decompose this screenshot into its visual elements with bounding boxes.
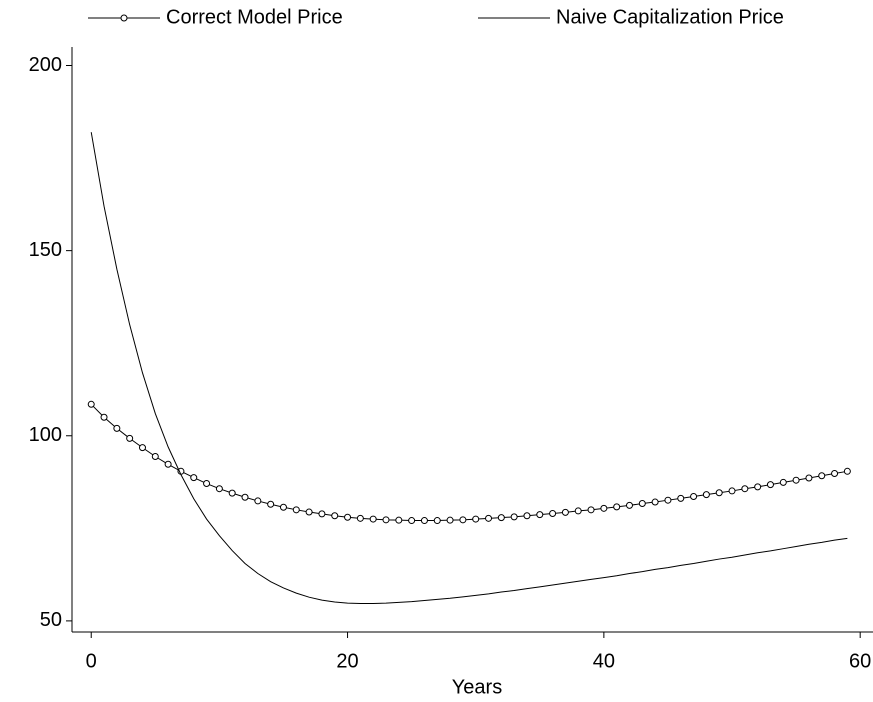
point [677,494,685,502]
point [151,453,159,460]
point [587,506,595,514]
point [382,516,390,524]
x-tick-label: 60 [849,650,871,672]
point [510,513,518,521]
point [549,510,557,518]
point [754,483,762,491]
x-tick-label: 20 [336,650,358,672]
point [472,515,480,523]
point [395,516,403,524]
series-line [90,132,848,604]
point [805,474,813,482]
point [523,512,531,520]
point [741,485,749,493]
legend-marker [120,14,128,22]
point [843,467,851,475]
point [344,513,352,521]
x-axis-label: Years [452,676,502,698]
point [638,500,646,508]
point [433,517,441,525]
point [792,476,800,484]
point [459,516,467,524]
point [369,515,377,523]
point [664,496,672,504]
y-tick-label: 100 [29,424,62,446]
point [561,508,569,516]
point [100,413,108,421]
point [113,424,121,432]
point [485,514,493,522]
series-line [90,403,848,522]
legend-label: Naive Capitalization Price [556,6,784,28]
point [831,470,839,478]
point [497,514,505,522]
point [574,507,582,515]
point [267,500,275,508]
point [625,501,633,509]
point [766,481,774,489]
point [715,489,723,497]
point [241,493,249,501]
y-tick-label: 150 [29,239,62,261]
point [203,480,211,488]
point [228,489,236,497]
point [87,400,95,408]
point [446,516,454,524]
point [420,517,428,525]
point [779,478,787,486]
point [215,485,223,493]
point [254,497,262,505]
point [408,517,416,525]
point [818,472,826,480]
point [728,487,736,495]
legend-label: Correct Model Price [166,6,343,28]
x-tick-label: 0 [86,650,97,672]
point [356,514,364,522]
point [536,511,544,519]
point [318,510,326,518]
point [138,444,146,452]
point [702,491,710,499]
point [331,512,339,520]
point [690,492,698,500]
point [126,434,134,442]
y-tick-label: 50 [40,609,62,631]
y-tick-label: 200 [29,54,62,76]
point [190,474,198,482]
point [600,504,608,512]
point [305,508,313,516]
point [164,460,172,468]
point [292,506,300,514]
point [279,503,287,511]
point [651,498,659,506]
x-tick-label: 40 [593,650,615,672]
point [613,503,621,511]
